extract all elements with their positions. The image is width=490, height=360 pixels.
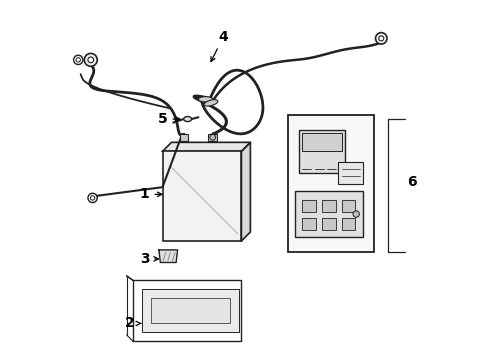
Bar [322, 218, 336, 230]
Circle shape [84, 53, 97, 66]
Bar [180, 134, 188, 140]
Bar [342, 200, 355, 212]
Circle shape [91, 196, 95, 200]
Bar [342, 218, 355, 230]
Bar [163, 151, 242, 241]
Polygon shape [126, 276, 133, 280]
Polygon shape [163, 142, 250, 151]
Polygon shape [242, 142, 250, 241]
Ellipse shape [184, 117, 192, 122]
Circle shape [88, 193, 97, 203]
Circle shape [353, 211, 359, 217]
Circle shape [74, 55, 83, 64]
Bar [142, 289, 239, 332]
Text: 5: 5 [158, 112, 180, 126]
Bar [338, 162, 364, 184]
Bar [151, 298, 230, 323]
Circle shape [375, 33, 387, 44]
Circle shape [210, 134, 216, 140]
Ellipse shape [198, 96, 213, 102]
Bar [299, 130, 345, 173]
Bar [295, 191, 364, 237]
Text: 4: 4 [211, 30, 228, 62]
Polygon shape [159, 250, 177, 262]
Circle shape [76, 58, 80, 62]
Text: 2: 2 [125, 316, 141, 330]
Circle shape [379, 36, 384, 41]
Circle shape [88, 57, 94, 63]
Bar [288, 116, 374, 252]
Ellipse shape [204, 100, 218, 106]
Bar [208, 134, 217, 140]
Bar [302, 218, 316, 230]
Bar [302, 200, 316, 212]
Bar [322, 200, 336, 212]
Text: 3: 3 [140, 252, 158, 266]
Text: 1: 1 [140, 187, 162, 201]
Text: 6: 6 [407, 175, 416, 189]
Bar [302, 134, 342, 151]
